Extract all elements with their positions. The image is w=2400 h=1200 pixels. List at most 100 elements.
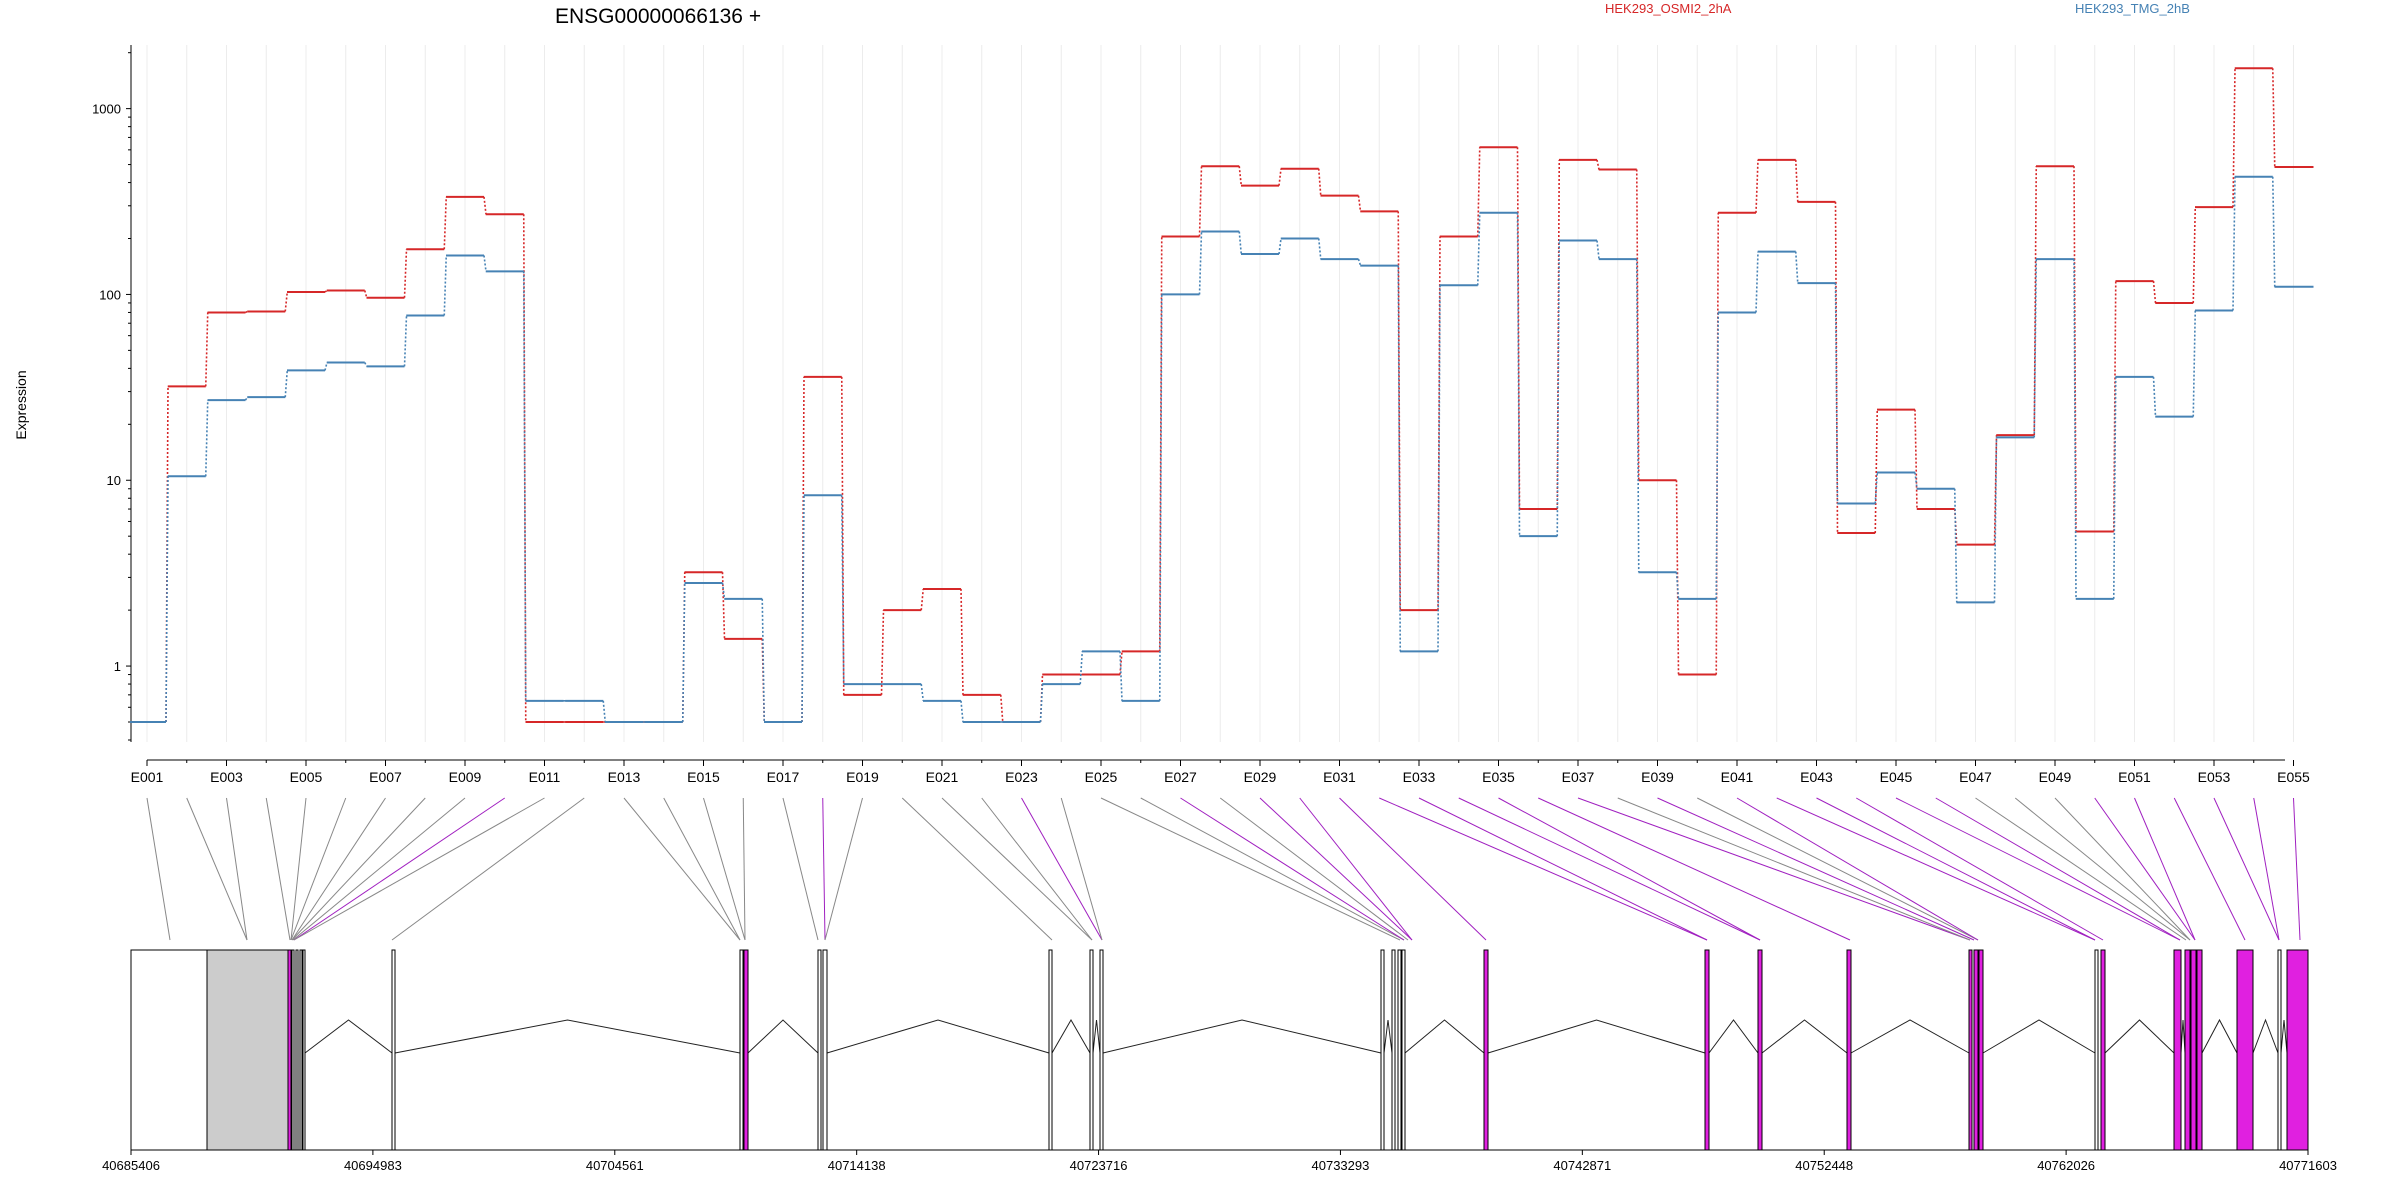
exon-box — [1397, 949, 1402, 1151]
series-step — [1437, 285, 1441, 652]
exon-connector — [1458, 797, 1761, 941]
exon-box — [130, 949, 208, 1151]
exon-box — [287, 949, 292, 1151]
series-step — [1556, 240, 1561, 537]
exon-label: E015 — [687, 769, 720, 785]
exon-box — [1846, 949, 1852, 1151]
exon-box — [302, 949, 306, 1151]
exon-box — [2100, 949, 2106, 1151]
series-step — [1039, 684, 1044, 723]
exon-connector — [1657, 797, 1975, 941]
exon-connector — [2253, 797, 2280, 941]
exon-box — [295, 949, 299, 1151]
series-step — [761, 598, 766, 723]
y-axis-label: Expression — [13, 370, 29, 439]
exon-connector — [1060, 797, 1103, 941]
intron-line — [394, 1019, 741, 1054]
series-step — [2232, 68, 2236, 208]
series-step — [1357, 195, 1362, 212]
series-step — [2152, 281, 2157, 304]
series-step — [721, 582, 726, 599]
series-step — [284, 291, 289, 312]
exon-label: E001 — [131, 769, 164, 785]
series-step — [2033, 166, 2038, 436]
series-step — [920, 588, 925, 611]
series-step — [1914, 409, 1918, 510]
series-step — [165, 476, 169, 722]
series-step — [483, 196, 487, 215]
legend-series-1: HEK293_OSMI2_2hA — [1605, 1, 1732, 16]
intron-line — [2180, 1019, 2186, 1054]
intron-line — [1761, 1019, 1848, 1054]
series-step — [1914, 472, 1918, 489]
genomic-tick-label: 40694983 — [344, 1158, 402, 1173]
intron-line — [747, 1019, 819, 1054]
exon-label: E045 — [1880, 769, 1913, 785]
exon-connector — [1736, 797, 1979, 941]
series-step — [2152, 376, 2157, 417]
exon-connector — [1180, 797, 1405, 941]
intron-line — [1102, 1019, 1382, 1054]
series-step — [2033, 259, 2038, 438]
series-2 — [130, 175, 2314, 723]
series-step — [1158, 236, 1163, 652]
series-step — [1874, 472, 1879, 504]
exon-label: E027 — [1164, 769, 1197, 785]
exon-connector — [290, 797, 307, 941]
exon-label: E043 — [1800, 769, 1833, 785]
legend-series-2: HEK293_TMG_2hB — [2075, 1, 2190, 16]
series-step — [999, 694, 1004, 723]
exon-connector — [1418, 797, 1708, 941]
y-tick-label: 1000 — [92, 102, 121, 117]
series-step — [2232, 176, 2236, 311]
exon-connector — [703, 797, 746, 941]
series-step — [840, 376, 845, 695]
series-step — [1119, 651, 1123, 675]
series-step — [1953, 488, 1958, 603]
series-step — [284, 370, 289, 398]
exon-connector — [824, 797, 863, 941]
intron-line — [1051, 1018, 1091, 1054]
series-step — [2271, 176, 2276, 287]
series-step — [960, 700, 964, 723]
exon-box — [391, 949, 396, 1151]
series-step — [1596, 240, 1600, 260]
series-step — [2073, 166, 2077, 532]
exon-connector — [1975, 797, 2187, 941]
series-step — [721, 572, 726, 639]
intron-line — [1383, 1019, 1393, 1054]
exon-connector — [2213, 797, 2280, 941]
exon-box — [1048, 949, 1053, 1151]
series-step — [204, 400, 209, 477]
series-step — [2073, 259, 2077, 599]
exon-box — [1968, 949, 1973, 1151]
series-step — [1476, 212, 1481, 286]
exon-connector — [1538, 797, 1851, 941]
exon-box — [1973, 949, 1979, 1151]
exon-connector — [2134, 797, 2196, 941]
intron-line — [1487, 1019, 1706, 1054]
intron-line — [1708, 1019, 1759, 1054]
series-step — [1755, 251, 1759, 313]
genomic-tick-label: 40714138 — [828, 1158, 886, 1173]
exon-box — [2286, 949, 2309, 1151]
exon-connector — [2173, 797, 2246, 941]
exon-connector — [1816, 797, 2096, 941]
exon-connector — [901, 797, 1053, 941]
series-step — [443, 196, 448, 250]
genomic-tick-label: 40723716 — [1070, 1158, 1128, 1173]
exon-box — [1391, 949, 1396, 1151]
series-step — [1079, 651, 1084, 685]
vertical-gridlines — [146, 45, 2294, 742]
exon-connector — [1339, 797, 1487, 941]
exon-connector — [2054, 797, 2191, 941]
exon-box — [299, 949, 303, 1151]
series-step — [1238, 166, 1243, 186]
series-step — [403, 315, 408, 367]
exon-box — [2196, 949, 2203, 1151]
series-step — [2271, 68, 2276, 168]
exon-connector — [1100, 797, 1401, 941]
series-step — [1715, 312, 1720, 599]
exon-box — [1704, 949, 1710, 1151]
exon-box — [1089, 949, 1094, 1151]
